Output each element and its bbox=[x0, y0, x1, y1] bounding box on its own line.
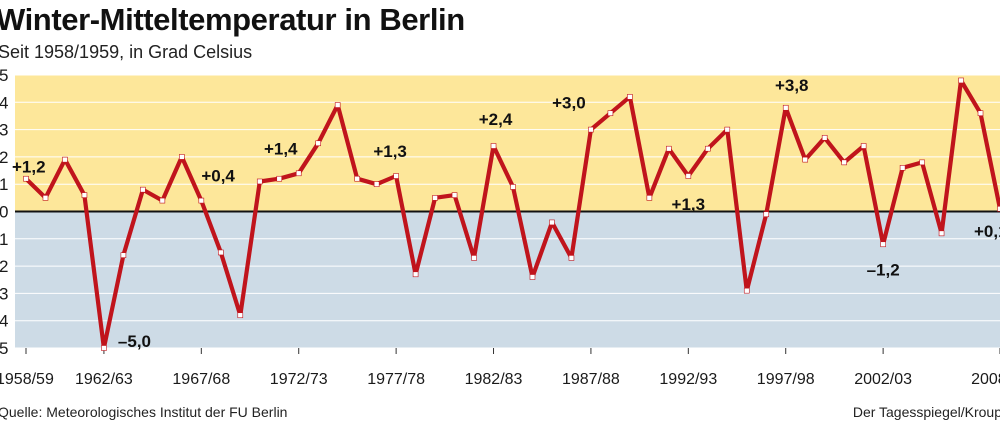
y-tick-label: 3 bbox=[0, 121, 8, 140]
y-tick-label: 4 bbox=[0, 312, 8, 331]
data-point bbox=[432, 195, 438, 201]
data-point bbox=[841, 159, 847, 166]
data-label: +0,4 bbox=[201, 167, 235, 186]
x-tick-label: 1958/59 bbox=[0, 371, 54, 388]
data-point bbox=[763, 211, 770, 218]
data-label: +3,0 bbox=[552, 94, 586, 113]
x-tick-label: 2002/03 bbox=[854, 371, 912, 388]
x-tick-label: 1992/93 bbox=[659, 371, 717, 388]
data-point bbox=[120, 252, 127, 258]
data-point bbox=[471, 255, 477, 261]
data-point bbox=[529, 274, 536, 280]
data-point bbox=[393, 173, 399, 179]
data-point bbox=[802, 156, 809, 163]
data-point bbox=[821, 134, 828, 141]
data-point bbox=[412, 271, 419, 278]
data-point bbox=[977, 110, 984, 117]
chart-title: Winter-Mitteltemperatur in Berlin bbox=[0, 2, 465, 37]
value-annotations: +1,2 –5,0 +0,4 +1,4 +1,3 +2,4 +3,0 +1,3 +3,8 –1,2… bbox=[12, 76, 1000, 351]
data-point bbox=[198, 197, 205, 204]
x-tick-label: 1962/63 bbox=[75, 371, 133, 388]
data-point bbox=[782, 104, 789, 111]
data-point bbox=[743, 287, 750, 294]
data-point bbox=[666, 145, 672, 152]
data-point bbox=[276, 175, 283, 182]
data-point bbox=[140, 186, 146, 193]
y-tick-label: 2 bbox=[0, 148, 8, 167]
data-point bbox=[607, 110, 614, 117]
data-point bbox=[549, 219, 555, 226]
data-label: –1,2 bbox=[867, 260, 900, 279]
data-point bbox=[958, 77, 964, 84]
data-point bbox=[62, 156, 68, 163]
data-label: –5,0 bbox=[118, 332, 151, 351]
data-point bbox=[860, 143, 867, 149]
data-point bbox=[237, 312, 244, 319]
data-point bbox=[704, 145, 711, 152]
data-label: +1,4 bbox=[264, 139, 298, 158]
data-point bbox=[101, 345, 107, 351]
data-point bbox=[179, 154, 185, 160]
data-point bbox=[334, 102, 341, 108]
data-point bbox=[899, 165, 906, 171]
x-tick-label: 1972/73 bbox=[270, 371, 328, 388]
data-point bbox=[373, 181, 380, 187]
y-axis-ticks: 5 4 3 2 1 0 1 2 3 4 5 bbox=[0, 66, 8, 358]
data-point bbox=[510, 184, 516, 190]
data-point bbox=[81, 192, 88, 198]
background-bands bbox=[15, 75, 1000, 348]
data-label: +0,1 bbox=[974, 222, 1000, 241]
data-point bbox=[919, 159, 925, 166]
x-tick-label: 2008/09 bbox=[971, 371, 1000, 388]
x-tick-label: 1982/83 bbox=[465, 371, 523, 388]
data-label: +2,4 bbox=[479, 110, 513, 129]
data-point bbox=[490, 143, 497, 149]
y-tick-label: 3 bbox=[0, 284, 8, 303]
data-point bbox=[997, 205, 1000, 212]
data-point bbox=[724, 126, 731, 133]
temperature-series bbox=[23, 77, 1000, 351]
x-axis-ticks: 1958/59 1962/63 1967/68 1972/73 1977/78 1982/… bbox=[0, 348, 1000, 388]
data-point bbox=[295, 170, 302, 177]
data-label: +1,3 bbox=[672, 195, 706, 214]
source-note: Quelle: Meteorologisches Institut der FU… bbox=[0, 404, 288, 420]
data-point bbox=[588, 126, 594, 133]
data-point bbox=[646, 195, 653, 201]
data-point bbox=[218, 249, 224, 256]
data-label: +1,2 bbox=[12, 158, 46, 177]
y-tick-label: 5 bbox=[0, 66, 8, 85]
data-point bbox=[568, 255, 575, 261]
x-tick-label: 1987/88 bbox=[562, 371, 620, 388]
data-label: +3,8 bbox=[775, 76, 809, 95]
y-tick-label: 1 bbox=[0, 230, 8, 249]
data-point bbox=[627, 94, 633, 100]
data-point bbox=[256, 178, 263, 185]
data-point bbox=[685, 173, 692, 179]
data-point bbox=[451, 192, 458, 198]
y-tick-label: 5 bbox=[0, 339, 8, 358]
chart-subtitle: Seit 1958/1959, in Grad Celsius bbox=[0, 42, 253, 62]
data-label: +1,3 bbox=[373, 142, 407, 161]
data-point bbox=[23, 175, 29, 182]
y-tick-label: 1 bbox=[0, 175, 8, 194]
y-tick-label: 2 bbox=[0, 257, 8, 276]
data-point bbox=[938, 230, 945, 237]
x-tick-label: 1997/98 bbox=[757, 371, 815, 388]
y-tick-label: 0 bbox=[0, 203, 8, 222]
credit-note: Der Tagesspiegel/Kroup bbox=[852, 404, 1000, 420]
data-point bbox=[159, 197, 166, 204]
x-tick-label: 1977/78 bbox=[367, 371, 425, 388]
negative-band bbox=[15, 211, 1000, 348]
data-point bbox=[315, 140, 322, 147]
x-tick-label: 1967/68 bbox=[172, 371, 230, 388]
data-point bbox=[42, 195, 49, 201]
positive-band bbox=[15, 75, 1000, 212]
data-point bbox=[880, 241, 886, 248]
y-tick-label: 4 bbox=[0, 93, 8, 112]
data-point bbox=[354, 175, 360, 182]
